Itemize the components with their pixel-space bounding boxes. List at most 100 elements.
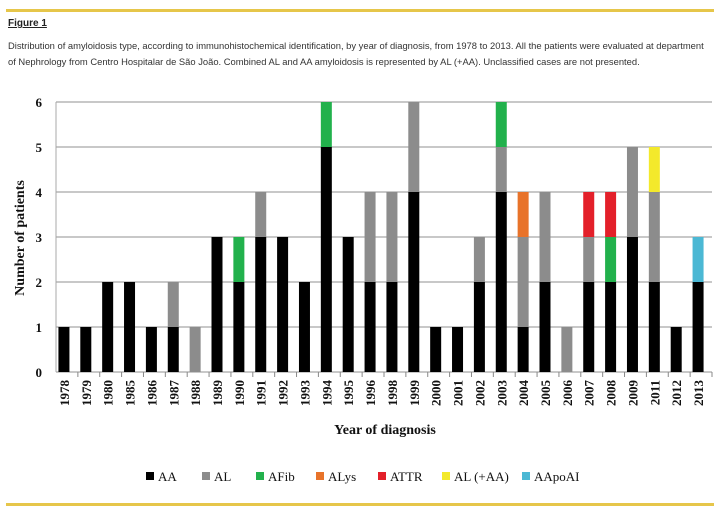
figure-label: Figure 1: [8, 18, 47, 29]
bar-segment-aa: [277, 237, 289, 372]
legend-label: AApoAI: [534, 469, 580, 484]
bar-segment-al-aa-: [648, 147, 660, 192]
x-tick-label: 1991: [254, 380, 269, 406]
y-tick-label: 0: [36, 365, 43, 380]
x-tick-label: 1980: [101, 380, 116, 406]
bar-segment-al: [386, 192, 398, 282]
y-tick-label: 6: [36, 95, 43, 110]
legend-item: ATTR: [378, 469, 423, 484]
x-tick-label: 1996: [363, 380, 378, 407]
x-tick-label: 1999: [407, 380, 422, 407]
x-tick-label: 2003: [494, 380, 509, 407]
bar-segment-al: [517, 237, 529, 327]
bar-segment-aa: [626, 237, 638, 372]
bar-segment-al: [167, 282, 179, 327]
x-tick-label: 1993: [297, 380, 312, 407]
x-tick-label: 2009: [625, 380, 640, 407]
bar-segment-al: [255, 192, 267, 237]
legend-item: AL (+AA): [442, 469, 509, 484]
x-tick-label: 2012: [669, 380, 684, 406]
bar-segment-aa: [386, 282, 398, 372]
x-tick-label: 1985: [123, 380, 138, 407]
x-tick-label: 1987: [166, 380, 181, 407]
bar-segment-aa: [473, 282, 485, 372]
legend-swatch: [146, 472, 154, 480]
legend-item: AA: [146, 469, 177, 484]
bar-segment-al: [408, 102, 420, 192]
legend-label: ATTR: [390, 469, 423, 484]
x-tick-label: 2005: [538, 380, 553, 407]
bar-segment-al: [583, 237, 595, 282]
legend-swatch: [522, 472, 530, 480]
bar-segment-al: [626, 147, 638, 237]
x-tick-labels: 1978 1979 1980 1985 1986 1987 1988 1989 1990 1991…: [57, 380, 706, 407]
x-tick-label: 1979: [79, 380, 94, 407]
y-tick-label: 3: [36, 230, 43, 245]
bar-segment-aa: [80, 327, 92, 372]
bar-segment-al: [539, 192, 551, 282]
legend-item: AFib: [256, 469, 295, 484]
bar-segment-aa: [102, 282, 114, 372]
bar-segment-aa: [605, 282, 617, 372]
bottom-rule: [6, 503, 714, 506]
legend-label: ALys: [328, 469, 356, 484]
bar-segment-afib: [495, 102, 507, 147]
x-tick-label: 1978: [57, 380, 72, 407]
bar-segment-al: [495, 147, 507, 192]
y-tick-labels: 0 1 2 3 4 5 6: [36, 95, 43, 380]
x-tick-label: 2001: [451, 380, 466, 406]
bar-segment-aa: [670, 327, 682, 372]
x-tick-label: 1989: [210, 380, 225, 407]
legend: AA AL AFib ALys ATTR AL (+AA) AApoAI: [146, 469, 580, 484]
x-tick-label: 2002: [472, 380, 487, 406]
bar-segment-aa: [452, 327, 464, 372]
legend-swatch: [256, 472, 264, 480]
bar-segment-aa: [233, 282, 245, 372]
x-tick-label: 2013: [691, 380, 706, 407]
bar-segment-aa: [583, 282, 595, 372]
x-tick-label: 1995: [341, 380, 356, 407]
bar-segment-afib: [320, 102, 332, 147]
bar-segment-aa: [430, 327, 442, 372]
x-tick-label: 2008: [604, 380, 619, 407]
bar-segment-al: [364, 192, 376, 282]
bar-segment-aa: [124, 282, 136, 372]
bar-segment-alys: [517, 192, 529, 237]
bar-segment-aa: [692, 282, 704, 372]
y-tick-label: 4: [36, 185, 43, 200]
y-tick-label: 1: [36, 320, 43, 335]
bar-segment-aa: [145, 327, 157, 372]
bar-segment-attr: [583, 192, 595, 237]
bar-segment-al: [189, 327, 201, 372]
bar-segment-aa: [408, 192, 420, 372]
bar-segment-aa: [342, 237, 354, 372]
bar-segment-aa: [648, 282, 660, 372]
bar-segment-al: [561, 327, 573, 372]
legend-swatch: [442, 472, 450, 480]
bar-segment-aa: [539, 282, 551, 372]
bar-segment-aapoai: [692, 237, 704, 282]
x-tick-label: 2011: [647, 380, 662, 405]
x-tick-label: 1986: [144, 380, 159, 407]
x-tick-label: 1998: [385, 380, 400, 407]
y-tick-label: 2: [36, 275, 43, 290]
bar-segment-afib: [605, 237, 617, 282]
bar-segment-afib: [233, 237, 245, 282]
legend-item: ALys: [316, 469, 356, 484]
bar-segment-aa: [211, 237, 223, 372]
x-tick-label: 2000: [429, 380, 444, 406]
legend-label: AA: [158, 469, 177, 484]
gridlines: [55, 101, 713, 377]
bar-segment-aa: [517, 327, 529, 372]
x-tick-label: 1988: [188, 380, 203, 407]
legend-label: AFib: [268, 469, 295, 484]
figure-caption: Distribution of amyloidosis type, accord…: [8, 40, 704, 67]
y-tick-label: 5: [36, 140, 43, 155]
y-axis-title: Number of patients: [13, 180, 28, 296]
bar-segment-aa: [364, 282, 376, 372]
bar-segment-aa: [167, 327, 179, 372]
bars: [58, 102, 704, 372]
x-axis-title: Year of diagnosis: [334, 423, 436, 438]
legend-swatch: [202, 472, 210, 480]
